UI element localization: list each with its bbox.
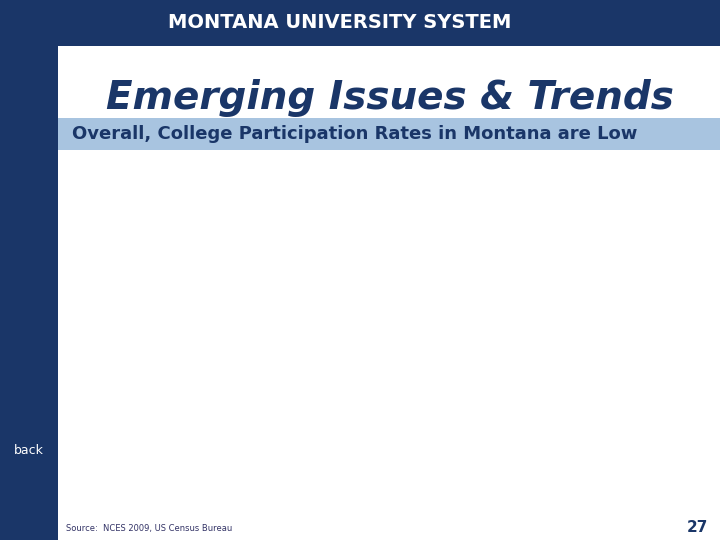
Text: Emerging Issues & Trends: Emerging Issues & Trends	[106, 79, 674, 117]
Text: Overall, College Participation Rates in Montana are Low: Overall, College Participation Rates in …	[72, 125, 637, 143]
FancyBboxPatch shape	[0, 46, 58, 540]
FancyBboxPatch shape	[58, 118, 720, 150]
FancyBboxPatch shape	[58, 46, 720, 540]
Text: 27: 27	[687, 521, 708, 536]
Text: Source:  NCES 2009, US Census Bureau: Source: NCES 2009, US Census Bureau	[66, 523, 233, 532]
Text: back: back	[14, 443, 44, 456]
Text: MONTANA UNIVERSITY SYSTEM: MONTANA UNIVERSITY SYSTEM	[168, 14, 512, 32]
FancyBboxPatch shape	[0, 0, 720, 46]
